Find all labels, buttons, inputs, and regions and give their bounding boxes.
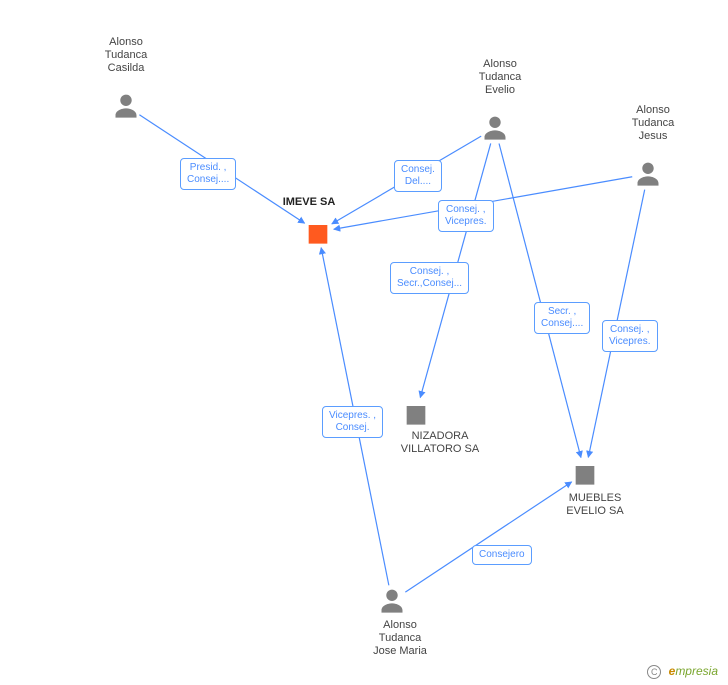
node-label-muebles: MUEBLESEVELIO SA — [555, 492, 635, 518]
diagram-stage: { "type": "network", "canvas": { "width"… — [0, 0, 728, 685]
building-icon-imeve[interactable] — [304, 218, 332, 246]
person-icon-josemaria[interactable] — [378, 587, 406, 615]
brand-name: mpresia — [675, 664, 718, 678]
edge-label-evelio-muebles[interactable]: Secr. ,Consej.... — [534, 302, 590, 334]
node-label-imeve: IMEVE SA — [274, 196, 344, 209]
edge-label-evelio-imeve[interactable]: Consej.Del.... — [394, 160, 442, 192]
footer-credit: C empresia — [647, 664, 718, 679]
edge — [405, 482, 571, 592]
node-label-evelio: AlonsoTudancaEvelio — [465, 58, 535, 98]
edge-label-josemaria-muebles[interactable]: Consejero — [472, 545, 532, 565]
person-icon-jesus[interactable] — [634, 160, 662, 188]
node-label-josemaria: AlonsoTudancaJose Maria — [360, 619, 440, 659]
edge — [499, 143, 581, 457]
person-icon-casilda[interactable] — [112, 92, 140, 120]
edge-label-josemaria-imeve[interactable]: Vicepres. ,Consej. — [322, 406, 383, 438]
node-label-villatoro: NIZADORAVILLATORO SA — [390, 430, 490, 456]
edge-label-jesus-muebles[interactable]: Consej. ,Vicepres. — [602, 320, 658, 352]
building-icon-muebles[interactable] — [571, 459, 599, 487]
building-icon-villatoro[interactable] — [402, 399, 430, 427]
node-label-casilda: AlonsoTudancaCasilda — [86, 36, 166, 76]
edge-label-evelio-villatoro[interactable]: Consej. ,Secr.,Consej... — [390, 262, 469, 294]
edge-label-jesus-imeve[interactable]: Consej. ,Vicepres. — [438, 200, 494, 232]
node-label-jesus: AlonsoTudancaJesus — [618, 104, 688, 144]
copyright-icon: C — [647, 665, 661, 679]
person-icon-evelio[interactable] — [481, 114, 509, 142]
edge-label-casilda-imeve[interactable]: Presid. ,Consej.... — [180, 158, 236, 190]
